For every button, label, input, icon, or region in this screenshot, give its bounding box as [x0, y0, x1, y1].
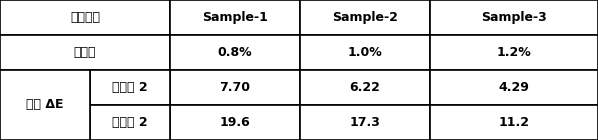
- Bar: [430, 35, 598, 70]
- Bar: [300, 105, 430, 140]
- Bar: [300, 35, 430, 70]
- Bar: [90, 105, 170, 140]
- Bar: [430, 105, 598, 140]
- Text: 19.6: 19.6: [219, 116, 251, 129]
- Text: 1.0%: 1.0%: [347, 46, 382, 59]
- Bar: [430, 70, 598, 105]
- Text: 铝含量: 铝含量: [74, 46, 96, 59]
- Bar: [300, 70, 430, 105]
- Bar: [170, 105, 300, 140]
- Text: 6.22: 6.22: [350, 81, 380, 94]
- Bar: [0, 0, 170, 35]
- Text: 对比例 2: 对比例 2: [112, 116, 148, 129]
- Bar: [300, 0, 430, 35]
- Text: Sample-3: Sample-3: [481, 11, 547, 24]
- Bar: [170, 0, 300, 35]
- Text: 色差 ΔE: 色差 ΔE: [26, 99, 64, 111]
- Text: 0.8%: 0.8%: [218, 46, 252, 59]
- Text: 1.2%: 1.2%: [496, 46, 532, 59]
- Bar: [0, 35, 170, 70]
- Text: 实施例 2: 实施例 2: [112, 81, 148, 94]
- Bar: [90, 70, 170, 105]
- Bar: [430, 0, 598, 35]
- Text: 11.2: 11.2: [499, 116, 529, 129]
- Text: 17.3: 17.3: [350, 116, 380, 129]
- Text: 7.70: 7.70: [219, 81, 251, 94]
- Bar: [170, 70, 300, 105]
- Text: 基料样品: 基料样品: [70, 11, 100, 24]
- Text: 4.29: 4.29: [499, 81, 529, 94]
- Bar: [170, 35, 300, 70]
- Text: Sample-1: Sample-1: [202, 11, 268, 24]
- Bar: [0, 70, 90, 140]
- Text: Sample-2: Sample-2: [332, 11, 398, 24]
